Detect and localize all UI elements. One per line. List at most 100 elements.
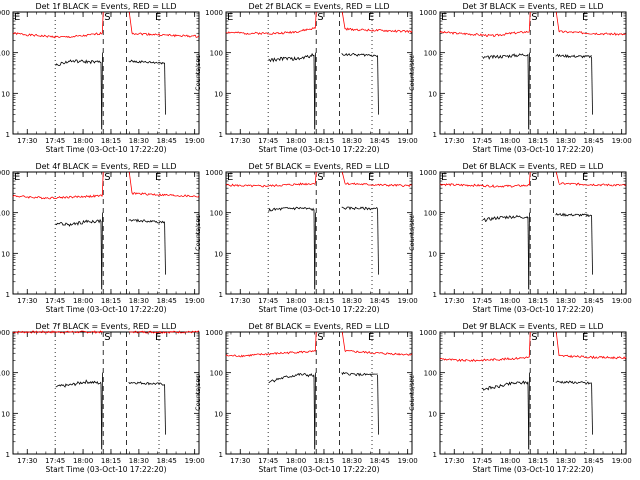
y-tick-label: 10 [428,250,437,258]
events-series [555,380,592,385]
marker-saa: S [317,332,323,343]
y-tick-label: 1000 [205,169,223,177]
x-axis-label: Start Time (03-Oct-10 17:22:20) [258,305,379,314]
plot-frame [12,331,200,455]
lld-series [439,30,530,38]
marker-eclipse-left: E [441,12,447,23]
x-tick-label: 17:45 [45,297,65,305]
y-tick-label: 10 [1,410,10,418]
lld-series [558,182,627,187]
panel-4: Det 4f BLACK = Events, RED = LLD Counts/s… [0,162,205,314]
events-series [555,212,592,218]
events-series [268,206,315,212]
x-tick-label: 17:30 [230,297,250,305]
x-tick-label: 18:00 [73,457,93,465]
y-tick-label: 1000 [0,9,10,17]
y-tick-label: 1 [433,131,437,139]
x-tick-label: 17:30 [17,457,37,465]
plot-frame [439,331,627,455]
plot-frame [439,11,627,135]
x-tick-label: 18:30 [342,457,362,465]
plot-frame [225,171,413,295]
x-tick-label: 18:45 [584,137,604,145]
lld-saa-fall [555,11,560,32]
y-tick-label: 10 [214,90,223,98]
lld-series [12,194,103,200]
lld-saa-fall [341,331,346,352]
lld-saa-fall [128,171,133,194]
lld-saa-fall [555,171,560,184]
panel-title: Det 5f BLACK = Events, RED = LLD [248,162,389,171]
x-tick-label: 17:45 [472,297,492,305]
lld-saa-rise [314,171,317,184]
y-tick-label: 10 [428,90,437,98]
plot-frame [12,171,200,295]
events-dropout [101,212,103,290]
panel-title: Det 8f BLACK = Events, RED = LLD [248,322,389,331]
x-tick-label: 18:00 [286,297,306,305]
lld-saa-rise [101,171,104,196]
x-axis-label: Start Time (03-Oct-10 17:22:20) [45,305,166,314]
y-tick-label: 10 [1,250,10,258]
events-dropout [591,56,593,115]
lld-series [131,330,200,334]
y-tick-label: 1 [6,131,10,139]
events-dropout [591,215,593,275]
marker-saa: S [104,332,110,343]
x-tick-label: 19:00 [185,137,205,145]
y-tick-label: 1000 [419,329,437,337]
y-tick-label: 1 [219,291,223,299]
y-tick-label: 1 [6,291,10,299]
y-axis-label: Counts/sec [408,215,416,251]
marker-eclipse-left: E [227,12,233,23]
lld-saa-fall [555,331,560,356]
x-tick-label: 17:45 [258,297,278,305]
x-tick-label: 18:45 [157,297,177,305]
marker-eclipse-right: E [155,332,161,343]
y-tick-label: 100 [210,50,223,58]
x-tick-label: 18:30 [129,297,149,305]
x-axis-label: Start Time (03-Oct-10 17:22:20) [472,305,593,314]
events-series [341,371,378,377]
y-axis-label: Counts/sec [194,55,202,91]
panel-title: Det 2f BLACK = Events, RED = LLD [248,2,389,11]
lld-series [225,182,316,188]
x-tick-label: 18:15 [101,457,121,465]
lld-saa-rise [314,11,317,29]
y-tick-label: 1000 [205,329,223,337]
marker-saa: S [104,172,110,183]
events-dropout [528,212,530,290]
lld-series [344,27,413,34]
y-tick-label: 1000 [0,329,10,337]
lld-series [439,183,530,188]
x-tick-label: 18:45 [157,137,177,145]
events-dropout [528,372,530,450]
x-axis-label: Start Time (03-Oct-10 17:22:20) [472,465,593,474]
y-tick-label: 100 [424,50,437,58]
marker-saa: S [531,332,537,343]
lld-series [559,354,627,360]
x-tick-label: 18:15 [101,137,121,145]
lld-series [131,32,200,38]
x-tick-label: 17:45 [258,457,278,465]
lld-series [12,330,103,334]
panel-title: Det 6f BLACK = Events, RED = LLD [462,162,603,171]
plot-frame [225,11,413,135]
x-axis-label: Start Time (03-Oct-10 17:22:20) [45,465,166,474]
marker-eclipse-left: E [227,172,233,183]
lld-saa-rise [314,331,317,352]
lld-saa-fall [341,11,346,30]
x-tick-label: 18:30 [342,297,362,305]
x-tick-label: 17:45 [45,457,65,465]
panel-title: Det 4f BLACK = Events, RED = LLD [35,162,176,171]
lld-saa-rise [528,331,531,358]
x-axis-label: Start Time (03-Oct-10 17:22:20) [258,145,379,154]
x-tick-label: 18:15 [101,297,121,305]
marker-saa: S [317,12,323,23]
marker-eclipse-right: E [582,12,588,23]
marker-saa: S [531,172,537,183]
x-tick-label: 18:00 [73,297,93,305]
y-tick-label: 1 [433,451,437,459]
marker-eclipse-right: E [368,332,374,343]
